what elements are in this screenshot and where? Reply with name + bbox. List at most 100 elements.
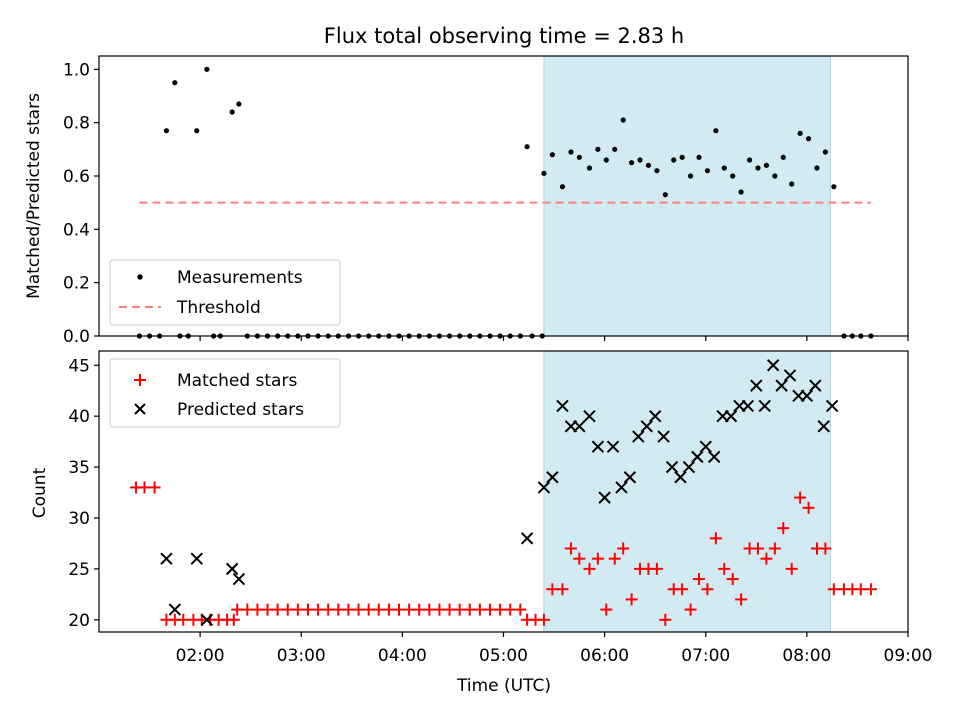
matched-point [261, 603, 274, 616]
top-y-tick-label: 0.8 [63, 114, 90, 134]
bottom-legend-box [109, 358, 341, 428]
matched-point [617, 542, 630, 555]
matched-point [291, 603, 304, 616]
matched-point [241, 603, 254, 616]
measurement-point [576, 154, 582, 160]
matched-point [556, 583, 569, 596]
matched-point [138, 481, 151, 494]
matched-point [546, 583, 559, 596]
predicted-point [741, 399, 755, 413]
measurement-point [541, 170, 547, 176]
measurement-point [679, 154, 685, 160]
matched-point [382, 603, 395, 616]
predicted-point [520, 532, 534, 545]
x-tick-label: 06:00 [580, 646, 629, 666]
matched-point [494, 603, 507, 616]
x-axis-label: Time (UTC) [456, 676, 551, 696]
x-tick-label: 02:00 [176, 646, 225, 666]
predicted-point [232, 572, 246, 586]
top-axes: 0.0 0.2 0.4 0.6 0.8 1.0 [63, 55, 909, 347]
predicted-point [623, 471, 637, 484]
matched-point [650, 562, 663, 575]
predicted-point [699, 440, 712, 453]
top-y-tick-label: 0.6 [63, 167, 90, 187]
matched-point [473, 603, 486, 616]
threshold-legend-label: Threshold [176, 298, 261, 318]
predicted-point [682, 460, 696, 474]
measurement-point [721, 165, 727, 171]
matched-point [819, 542, 832, 555]
predicted-point-b [537, 481, 551, 494]
measurement-point [204, 66, 210, 72]
measurement-point [789, 181, 795, 187]
top-panel: 0.0 0.2 0.4 0.6 0.8 1.0 Matched/Predicted sta… [24, 55, 909, 347]
predicted-point-b [190, 552, 203, 565]
predicted-point [783, 369, 797, 382]
measurement-point [696, 154, 702, 160]
predicted-point-b [225, 562, 239, 576]
predicted-point [591, 440, 605, 453]
measurement-point [671, 157, 677, 163]
x-tick-label: 04:00 [378, 646, 427, 666]
predicted-point-b [691, 450, 704, 464]
matched-point [768, 542, 781, 555]
bottom-observing-interval-shade [543, 350, 831, 633]
matched-point [504, 603, 517, 616]
matched-point [709, 532, 722, 545]
predicted-point-b [775, 379, 788, 392]
matched-point [625, 593, 638, 606]
predicted-point-b [546, 471, 559, 484]
measurement-point [814, 165, 820, 171]
matched-point [701, 583, 714, 596]
top-y-tick-label: 0.2 [63, 274, 90, 294]
matched-legend-marker [134, 374, 146, 386]
predicted-point-b [598, 491, 611, 504]
matched-point [591, 552, 604, 565]
predicted-point-b [583, 409, 596, 423]
bottom-panel: 20 25 30 35 40 45 02:00 03:00 04:00 05:00 06:00 07:… [30, 350, 933, 696]
matched-point [352, 603, 365, 616]
predicted-point [724, 409, 738, 423]
matched-point [827, 583, 840, 596]
predicted-point-b [591, 440, 605, 453]
predicted-point [766, 359, 780, 372]
top-y-tick-label: 1.0 [63, 60, 90, 80]
predicted-point-b [615, 481, 628, 494]
bottom-axes: 20 25 30 35 40 45 02:00 03:00 04:00 05:00 06:00 07:… [68, 350, 933, 666]
predicted-point [200, 613, 214, 626]
predicted-point [546, 471, 559, 484]
predicted-point [168, 603, 182, 616]
matched-point [322, 603, 335, 616]
measurement-point [194, 128, 200, 134]
predicted-point [640, 420, 653, 433]
predicted-point [825, 399, 839, 413]
matched-point [514, 603, 527, 616]
predicted-point-b [232, 572, 246, 586]
measurement-point [603, 157, 609, 163]
predicted-point-b [699, 440, 712, 453]
matched-point [726, 573, 739, 586]
predicted-point [809, 379, 822, 392]
measurement-point [549, 152, 555, 158]
matched-point [271, 603, 284, 616]
matched-point [564, 542, 577, 555]
matched-point [433, 603, 446, 616]
predicted-point-b [809, 379, 822, 392]
top-legend-box [109, 259, 341, 326]
matched-point [684, 603, 697, 616]
x-tick-label: 07:00 [681, 646, 730, 666]
bottom-y-tick-label: 25 [68, 560, 90, 580]
bottom-y-tick-label: 40 [68, 407, 90, 427]
predicted-point-b [665, 460, 679, 474]
predicted-point [800, 389, 814, 403]
matched-point [693, 573, 706, 586]
predicted-point [707, 450, 721, 464]
measurement-point [730, 173, 736, 179]
predicted-point [775, 379, 788, 392]
matched-point [281, 603, 294, 616]
predicted-point-b [741, 399, 755, 413]
top-y-tick-label: 0.4 [63, 220, 90, 240]
matched-point [608, 552, 621, 565]
measurement-point [559, 184, 566, 190]
